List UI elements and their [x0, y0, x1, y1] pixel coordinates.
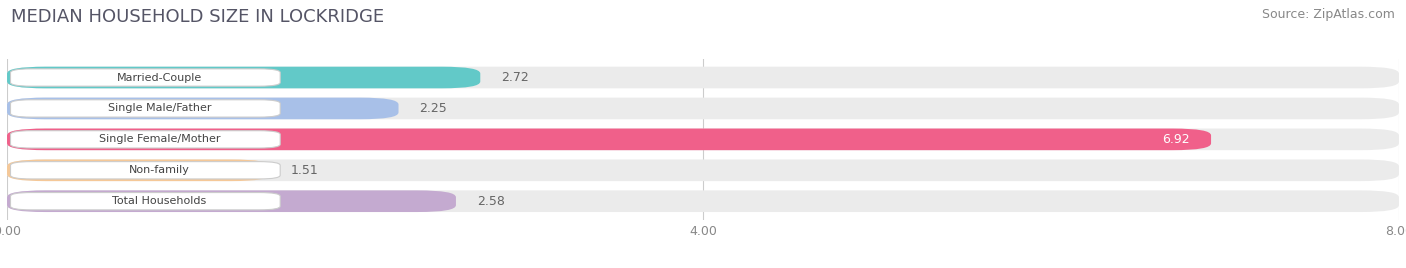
FancyBboxPatch shape [10, 131, 280, 148]
Text: 2.25: 2.25 [419, 102, 447, 115]
Text: 2.58: 2.58 [477, 195, 505, 208]
FancyBboxPatch shape [7, 190, 456, 212]
FancyBboxPatch shape [7, 129, 1211, 150]
Text: Married-Couple: Married-Couple [117, 73, 202, 83]
FancyBboxPatch shape [10, 100, 280, 117]
Text: 6.92: 6.92 [1163, 133, 1191, 146]
FancyBboxPatch shape [7, 190, 1399, 212]
FancyBboxPatch shape [7, 98, 398, 119]
Text: MEDIAN HOUSEHOLD SIZE IN LOCKRIDGE: MEDIAN HOUSEHOLD SIZE IN LOCKRIDGE [11, 8, 384, 26]
FancyBboxPatch shape [7, 129, 1399, 150]
Text: Source: ZipAtlas.com: Source: ZipAtlas.com [1261, 8, 1395, 21]
FancyBboxPatch shape [7, 159, 270, 181]
FancyBboxPatch shape [10, 192, 280, 210]
FancyBboxPatch shape [7, 67, 481, 88]
FancyBboxPatch shape [10, 162, 280, 179]
FancyBboxPatch shape [7, 159, 1399, 181]
Text: Single Female/Mother: Single Female/Mother [98, 134, 219, 144]
FancyBboxPatch shape [7, 67, 1399, 88]
Text: 1.51: 1.51 [291, 164, 318, 177]
FancyBboxPatch shape [10, 69, 280, 86]
Text: 2.72: 2.72 [501, 71, 529, 84]
FancyBboxPatch shape [7, 98, 1399, 119]
Text: Non-family: Non-family [129, 165, 190, 175]
Text: Total Households: Total Households [112, 196, 207, 206]
Text: Single Male/Father: Single Male/Father [107, 103, 211, 113]
